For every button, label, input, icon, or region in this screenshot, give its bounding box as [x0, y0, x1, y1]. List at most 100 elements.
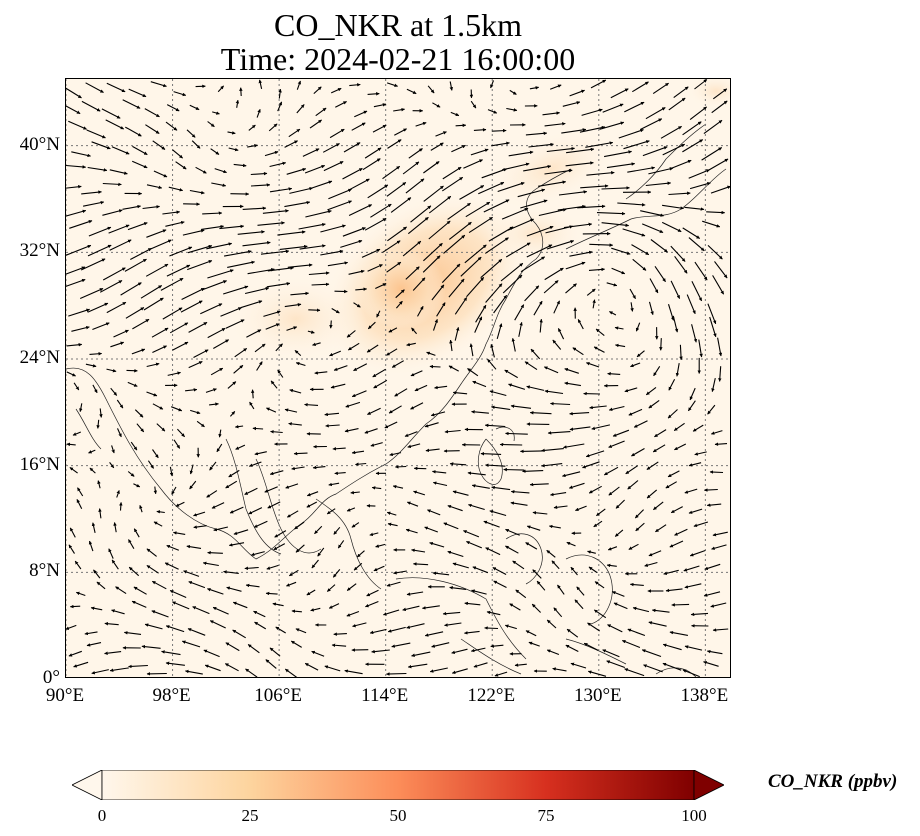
wind-arrow: [333, 365, 348, 371]
wind-arrow: [549, 84, 562, 90]
colorbar-tick-label: 0: [97, 806, 107, 825]
wind-arrow: [104, 621, 119, 626]
colorbar-tick-label: 100: [681, 806, 707, 825]
wind-arrow: [564, 368, 579, 374]
wind-arrow: [146, 548, 157, 557]
wind-arrow: [447, 550, 464, 558]
wind-arrow: [116, 428, 122, 438]
wind-arrow: [209, 402, 219, 406]
wind-arrow: [599, 121, 625, 130]
wind-arrow: [606, 282, 618, 287]
wind-arrow: [376, 310, 381, 318]
wind-arrow: [668, 191, 691, 196]
wind-arrow: [442, 166, 462, 180]
wind-arrow: [503, 467, 525, 472]
wind-arrow: [68, 308, 90, 317]
wind-arrow: [661, 221, 682, 233]
wind-arrow: [428, 195, 452, 214]
wind-arrow: [557, 328, 565, 340]
wind-arrow: [329, 320, 333, 329]
wind-arrow: [452, 390, 468, 395]
wind-arrow: [526, 525, 541, 531]
wind-arrow: [582, 461, 600, 469]
wind-arrow: [432, 318, 438, 331]
wind-arrow: [122, 99, 141, 109]
wind-arrow: [490, 644, 504, 648]
lat-tick-label: 16°N: [19, 453, 60, 475]
wind-arrow: [362, 158, 381, 171]
wind-arrow: [505, 242, 531, 258]
wind-arrow: [694, 451, 707, 456]
wind-arrow: [509, 89, 517, 95]
wind-arrow: [455, 123, 467, 128]
wind-arrow: [322, 143, 340, 153]
wind-arrow: [348, 178, 370, 191]
wind-arrow: [344, 669, 363, 675]
wind-arrow: [132, 318, 150, 330]
wind-arrow: [189, 104, 200, 111]
wind-arrow: [507, 218, 534, 231]
wind-arrow: [423, 242, 443, 262]
wind-arrow: [286, 167, 307, 175]
wind-arrow: [688, 237, 705, 252]
wind-arrow: [607, 624, 623, 633]
wind-arrow: [424, 422, 439, 428]
wind-arrow: [254, 451, 267, 456]
wind-arrow: [306, 491, 319, 497]
wind-arrow: [266, 282, 291, 288]
wind-arrow: [466, 277, 485, 298]
colorbar-min-extend: [72, 770, 103, 800]
wind-arrow: [547, 431, 571, 435]
wind-arrow: [659, 338, 663, 351]
wind-arrow: [306, 589, 316, 596]
wind-arrow: [153, 521, 163, 527]
wind-arrow: [486, 610, 501, 616]
wind-arrow: [606, 660, 625, 669]
wind-arrow: [473, 662, 488, 668]
wind-arrow: [304, 662, 319, 671]
wind-arrow: [223, 285, 249, 295]
wind-arrow: [353, 363, 368, 372]
wind-arrow: [220, 307, 242, 317]
wind-arrow: [337, 540, 345, 549]
wind-arrow: [436, 302, 446, 317]
wind-arrow: [66, 266, 86, 275]
wind-arrow: [470, 148, 489, 156]
wind-arrow: [367, 184, 389, 199]
wind-arrow: [505, 545, 519, 554]
wind-arrow: [714, 261, 728, 279]
wind-arrow: [557, 584, 565, 595]
wind-arrow: [127, 381, 138, 387]
colorbar-tick-label: 50: [389, 806, 407, 825]
wind-arrow: [224, 250, 252, 257]
wind-arrow: [525, 630, 537, 637]
wind-arrow: [99, 280, 123, 293]
wind-arrow: [355, 287, 368, 291]
wind-arrow: [187, 244, 213, 254]
wind-arrow: [572, 347, 584, 356]
wind-arrow: [373, 379, 388, 389]
wind-arrow: [558, 190, 588, 196]
wind-arrow: [346, 330, 356, 338]
wind-arrow: [520, 199, 548, 209]
wind-arrow: [448, 221, 472, 240]
wind-arrow: [150, 81, 167, 88]
wind-arrow: [351, 390, 367, 398]
wind-arrow: [568, 482, 585, 489]
wind-arrow: [645, 181, 672, 187]
wind-arrow: [340, 239, 363, 248]
wind-arrow: [673, 86, 689, 99]
wind-arrow: [308, 308, 321, 312]
wind-arrow: [667, 470, 680, 478]
wind-arrow: [136, 423, 145, 433]
lon-tick-label: 106°E: [254, 685, 302, 706]
wind-arrow: [530, 348, 541, 360]
wind-arrow: [87, 166, 108, 172]
wind-arrow: [207, 269, 234, 279]
wind-arrow: [497, 182, 525, 193]
wind-arrow: [193, 525, 207, 529]
wind-arrow: [489, 390, 507, 397]
wind-arrow: [427, 85, 435, 94]
wind-arrow: [587, 670, 607, 677]
wind-arrow: [536, 580, 546, 591]
